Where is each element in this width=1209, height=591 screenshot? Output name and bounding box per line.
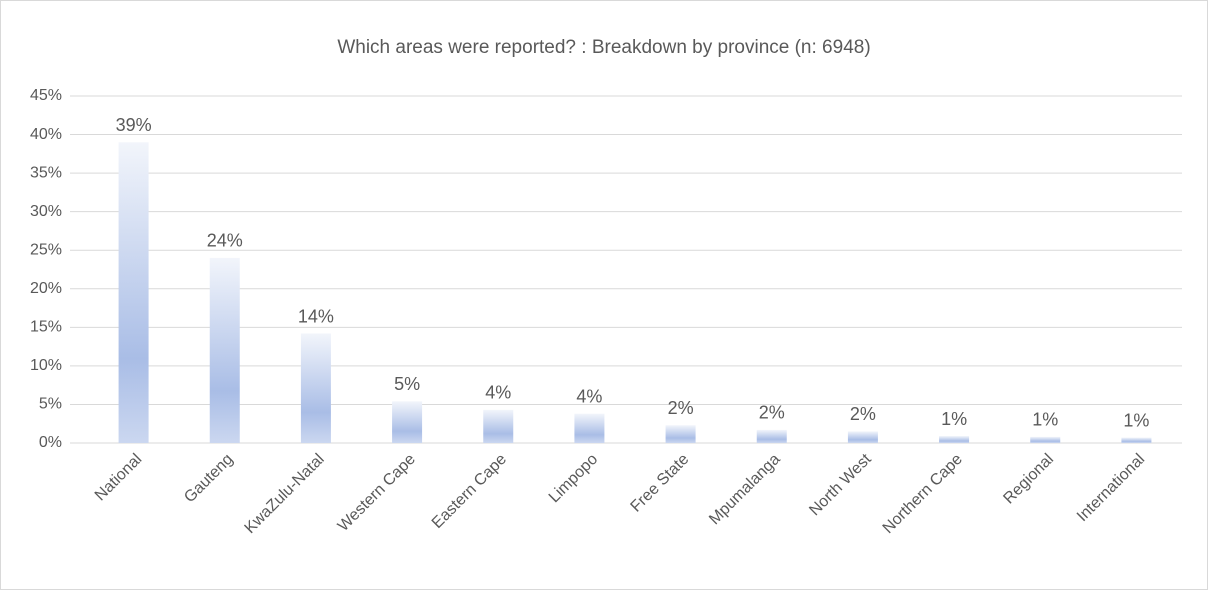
bar — [939, 436, 970, 443]
y-tick-label: 5% — [39, 396, 62, 413]
data-label: 24% — [207, 231, 243, 251]
bar — [483, 409, 514, 443]
bar — [209, 257, 240, 443]
y-tick-label: 25% — [30, 241, 62, 258]
bar — [392, 401, 423, 443]
data-label: 2% — [759, 403, 785, 423]
data-label: 14% — [298, 306, 334, 326]
bar — [665, 425, 696, 443]
y-tick-label: 10% — [30, 357, 62, 374]
bar — [847, 431, 878, 443]
data-label: 2% — [668, 398, 694, 418]
bar — [1030, 436, 1061, 443]
bar — [574, 413, 605, 443]
data-label: 4% — [576, 386, 602, 406]
data-label: 1% — [941, 409, 967, 429]
y-tick-label: 40% — [30, 126, 62, 143]
bar — [300, 333, 331, 443]
bar — [1121, 437, 1152, 443]
y-tick-label: 15% — [30, 319, 62, 336]
data-label: 1% — [1032, 410, 1058, 430]
y-tick-label: 35% — [30, 164, 62, 181]
data-label: 1% — [1123, 410, 1149, 430]
chart-title: Which areas were reported? : Breakdown b… — [337, 37, 870, 58]
data-label: 4% — [485, 383, 511, 403]
y-tick-label: 20% — [30, 280, 62, 297]
y-tick-label: 0% — [39, 434, 62, 451]
data-label: 5% — [394, 374, 420, 394]
y-tick-label: 45% — [30, 87, 62, 104]
data-label: 39% — [116, 115, 152, 135]
y-tick-label: 30% — [30, 203, 62, 220]
data-label: 2% — [850, 404, 876, 424]
bar — [118, 142, 149, 443]
bar — [756, 429, 787, 443]
